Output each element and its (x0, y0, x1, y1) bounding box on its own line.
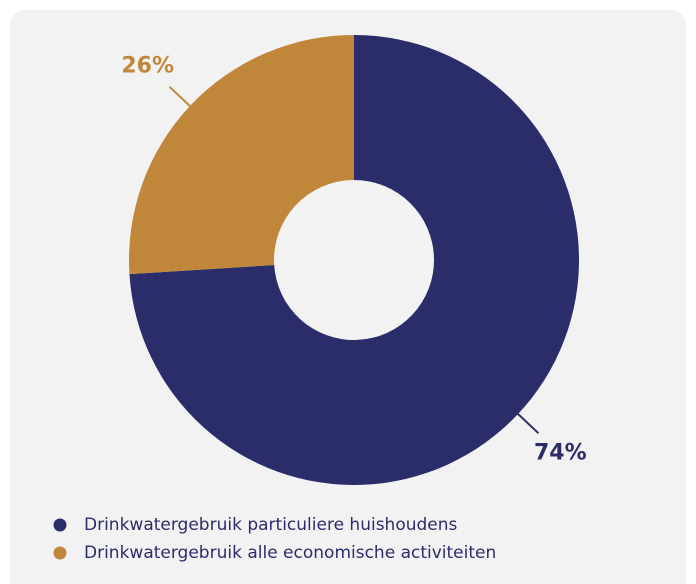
value-label: 74% (534, 441, 587, 466)
value-label: 26% (121, 53, 174, 78)
leader-line (514, 410, 540, 434)
legend-dot (53, 518, 67, 532)
leader-line (168, 86, 194, 110)
donut-slice (129, 35, 354, 275)
legend-label: Drinkwatergebruik alle economische activ… (84, 543, 496, 563)
legend-dot (53, 546, 67, 560)
donut-slice (129, 35, 579, 485)
legend-label: Drinkwatergebruik particuliere huishoude… (84, 515, 458, 535)
